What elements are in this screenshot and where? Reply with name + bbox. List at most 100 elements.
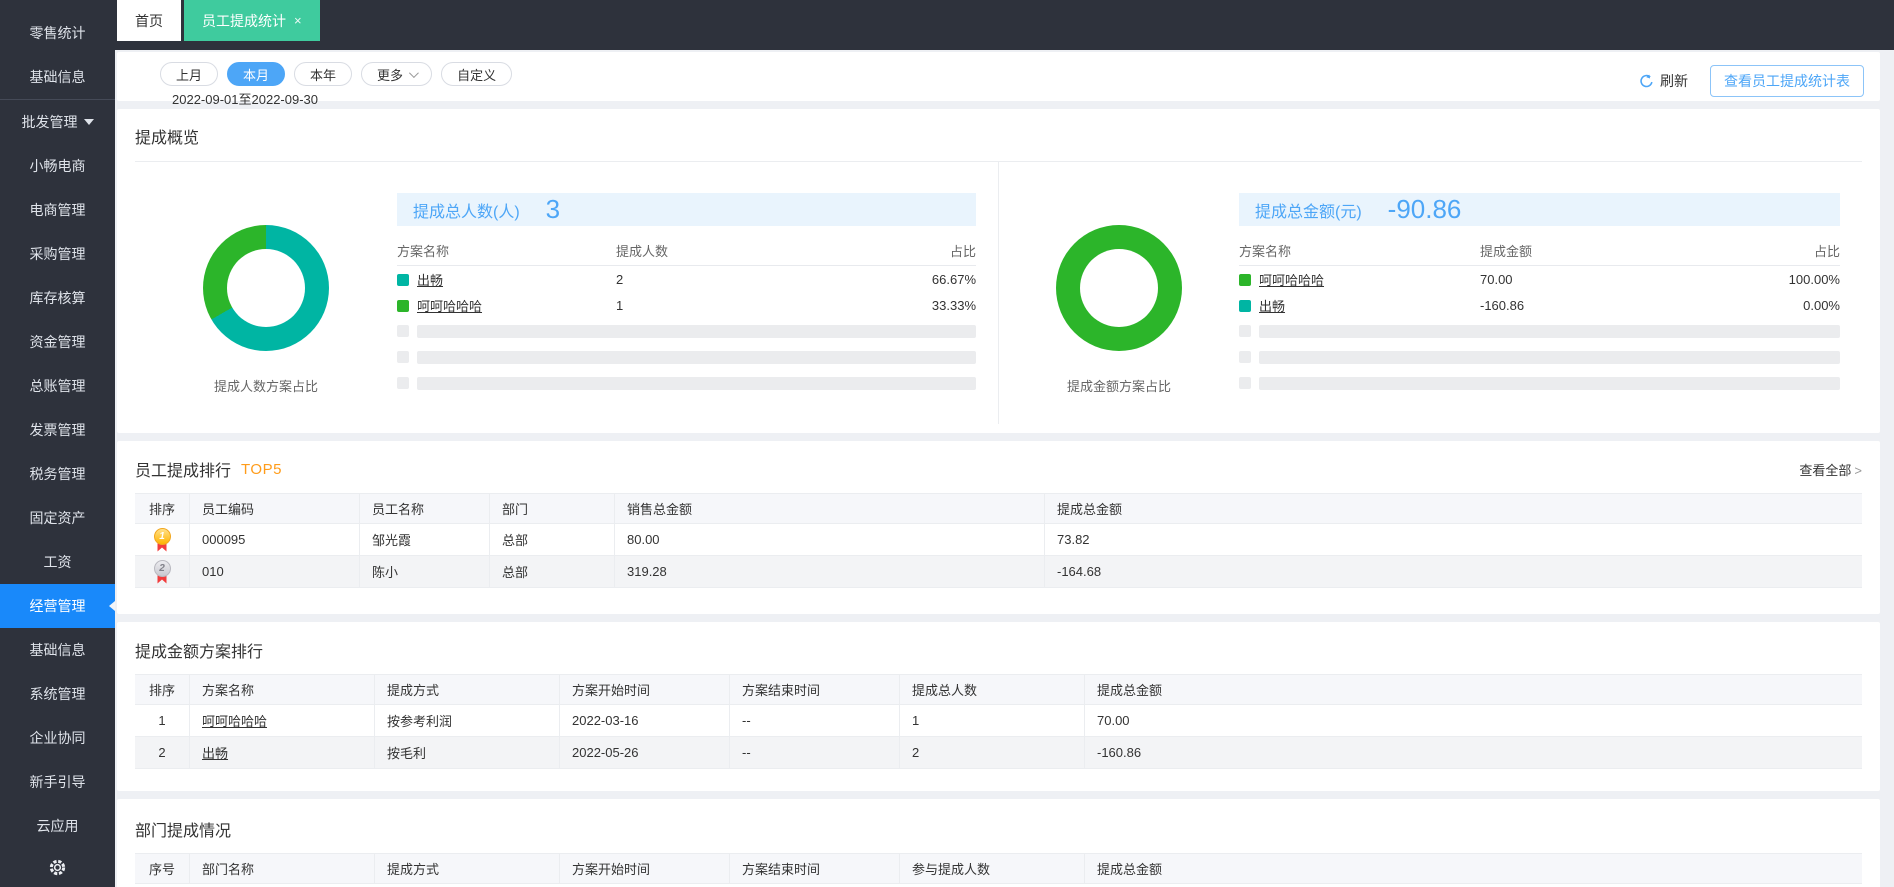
stat-label: 提成总金额(元) [1255, 203, 1362, 221]
col-start-date: 方案开始时间 [560, 854, 730, 883]
sidebar-item-label: 资金管理 [29, 334, 86, 350]
col-plan-name: 方案名称 [1239, 244, 1292, 259]
sidebar-item-label: 基础信息 [29, 642, 86, 658]
plan-ranking-table: 排序 方案名称 提成方式 方案开始时间 方案结束时间 提成总人数 提成总金额 1… [135, 674, 1862, 769]
amount-value: -160.86 [1480, 297, 1525, 313]
pill-this-year[interactable]: 本年 [294, 62, 353, 86]
divider [135, 161, 1862, 162]
pill-custom[interactable]: 自定义 [441, 62, 513, 86]
employee-code: 000095 [190, 524, 360, 555]
amount-donut-caption: 提成金额方案占比 [1066, 379, 1171, 394]
pill-this-month[interactable]: 本月 [227, 62, 286, 86]
col-rank: 排序 [135, 675, 190, 704]
silver-medal-icon: 2 [152, 559, 172, 584]
plan-link[interactable]: 呵呵哈哈哈 [417, 298, 483, 314]
col-department: 部门 [490, 494, 615, 523]
tab-home[interactable]: 首页 [117, 0, 181, 41]
sidebar-item-system-mgmt[interactable]: 系统管理 [0, 672, 115, 716]
employee-code: 010 [190, 556, 360, 587]
col-end-date: 方案结束时间 [730, 854, 900, 883]
tab-close-icon[interactable]: × [294, 13, 302, 28]
sidebar-item-retail-stats[interactable]: 零售统计 [0, 11, 115, 55]
pill-label: 上月 [176, 67, 203, 83]
people-count-value: 1 [616, 297, 624, 313]
sidebar-item-funds[interactable]: 资金管理 [0, 320, 115, 364]
sidebar-item-label: 电商管理 [29, 202, 86, 218]
chevron-right-icon: > [1854, 462, 1862, 478]
employee-dept: 总部 [490, 524, 615, 555]
sidebar-item-enterprise-collab[interactable]: 企业协同 [0, 716, 115, 760]
amount-plan-table: 方案名称 提成金额 占比 呵呵哈哈哈 70.00 100.00% [1239, 236, 1840, 396]
section-title-overview: 提成概览 [135, 130, 200, 147]
mini-table-header: 方案名称 提成人数 占比 [397, 236, 976, 266]
people-count-value: 2 [616, 271, 624, 287]
sidebar-item-fixed-assets[interactable]: 固定资产 [0, 496, 115, 540]
date-range-text: 2022-09-01至2022-09-30 [172, 92, 318, 107]
plan-link[interactable]: 呵呵哈哈哈 [202, 714, 268, 729]
pill-more[interactable]: 更多 [361, 62, 433, 86]
plan-link[interactable]: 出畅 [417, 272, 444, 288]
sidebar-item-label: 基础信息 [29, 69, 86, 85]
mini-table-row: 呵呵哈哈哈 70.00 100.00% [1239, 266, 1840, 292]
refresh-icon [1640, 74, 1653, 87]
sidebar-item-cloud-apps[interactable]: 云应用 [0, 804, 115, 848]
sidebar-item-basic-info-2[interactable]: 基础信息 [0, 628, 115, 672]
refresh-button[interactable]: 刷新 [1639, 71, 1688, 91]
sidebar-item-label: 工资 [43, 554, 72, 570]
sidebar-item-business-mgmt[interactable]: 经营管理 [0, 584, 115, 628]
skeleton-row [397, 370, 976, 396]
sidebar-item-invoice[interactable]: 发票管理 [0, 408, 115, 452]
stat-value: -90.86 [1387, 193, 1462, 224]
sidebar-item-label: 新手引导 [29, 774, 86, 790]
tab-employee-commission-stats[interactable]: 员工提成统计 × [184, 0, 320, 41]
sidebar-item-label: 库存核算 [29, 290, 86, 306]
sidebar-item-label: 批发管理 [21, 114, 78, 130]
overview-people-panel: 提成人数方案占比 提成总人数(人) 3 方案名称 提成人数 [135, 162, 998, 424]
sidebar-item-ecommerce[interactable]: 电商管理 [0, 188, 115, 232]
sidebar-item-payroll[interactable]: 工资 [0, 540, 115, 584]
ratio-value: 66.67% [931, 271, 976, 287]
col-total-amount: 提成总金额 [1097, 862, 1163, 877]
col-employee-code: 员工编码 [190, 494, 360, 523]
sidebar-item-purchasing[interactable]: 采购管理 [0, 232, 115, 276]
section-title-department: 部门提成情况 [135, 823, 232, 840]
sidebar-item-label: 发票管理 [29, 422, 86, 438]
caret-down-icon [83, 119, 94, 125]
commission-overview-section: 提成概览 提成人数方案占比 提成总人数(人) 3 [117, 109, 1880, 433]
sidebar-item-tax[interactable]: 税务管理 [0, 452, 115, 496]
employee-sales: 80.00 [615, 524, 1045, 555]
skeleton-row [397, 318, 976, 344]
plan-end: -- [730, 737, 900, 768]
mini-table-row: 出畅 -160.86 0.00% [1239, 292, 1840, 318]
total-amount-stat: 提成总金额(元) -90.86 [1239, 193, 1840, 226]
legend-swatch [1239, 299, 1251, 312]
col-plan-name: 方案名称 [397, 244, 450, 259]
plan-link[interactable]: 出畅 [1259, 298, 1286, 314]
sidebar-item-ledger[interactable]: 总账管理 [0, 364, 115, 408]
pill-label: 更多 [377, 67, 404, 83]
view-commission-report-button[interactable]: 查看员工提成统计表 [1710, 65, 1864, 97]
pill-last-month[interactable]: 上月 [160, 62, 219, 86]
sidebar-item-beginner-guide[interactable]: 新手引导 [0, 760, 115, 804]
plan-start: 2022-05-26 [560, 737, 730, 768]
tab-label: 员工提成统计 [202, 12, 286, 29]
settings-gear-icon[interactable] [0, 848, 115, 887]
sidebar-item-label: 系统管理 [29, 686, 86, 702]
sidebar-item-wholesale[interactable]: 批发管理 [0, 100, 115, 144]
plan-link[interactable]: 呵呵哈哈哈 [1259, 272, 1325, 288]
view-all-link[interactable]: 查看全部 > [1799, 460, 1862, 479]
section-title-plan-ranking: 提成金额方案排行 [135, 644, 264, 661]
plan-link[interactable]: 出畅 [202, 746, 229, 761]
amount-donut-chart [1056, 225, 1182, 351]
skeleton-row [397, 344, 976, 370]
col-people-count: 提成人数 [616, 244, 669, 259]
stat-label: 提成总人数(人) [413, 203, 520, 221]
chevron-down-icon [409, 67, 419, 78]
sidebar-item-basic-info[interactable]: 基础信息 [0, 55, 115, 99]
sidebar-item-xiaochang-ecom[interactable]: 小畅电商 [0, 144, 115, 188]
people-plan-table: 方案名称 提成人数 占比 出畅 2 66.67% [397, 236, 976, 396]
sidebar-item-inventory[interactable]: 库存核算 [0, 276, 115, 320]
plan-rank: 2 [135, 737, 190, 768]
employee-ranking-table: 排序 员工编码 员工名称 部门 销售总金额 提成总金额 1 000095 邹光霞… [135, 493, 1862, 588]
